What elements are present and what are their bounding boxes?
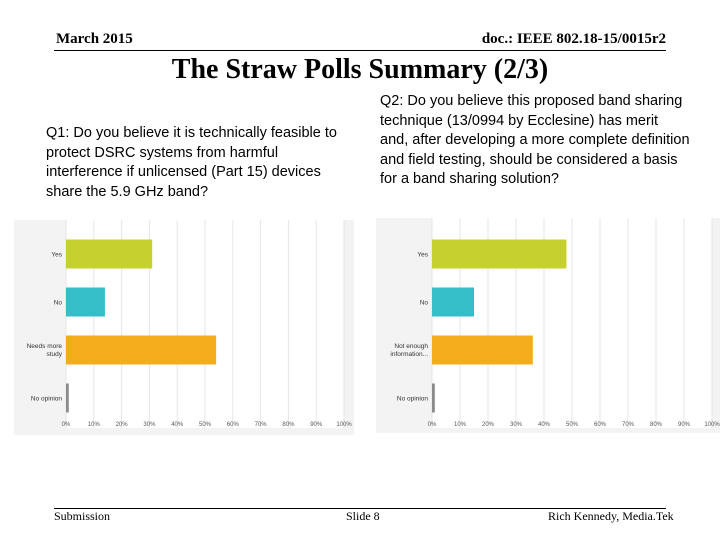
- chart-tick-label: 50%: [199, 422, 212, 428]
- chart-tick-label: 70%: [622, 422, 635, 428]
- chart-tick-label: 80%: [282, 422, 295, 428]
- chart-tick-label: 80%: [650, 422, 663, 428]
- question-1: Q1: Do you believe it is technically fea…: [46, 125, 337, 200]
- chart-category-label: Needs more study: [27, 343, 63, 358]
- chart-tick-label: 30%: [510, 422, 523, 428]
- chart-tick-label: 0%: [62, 422, 71, 428]
- chart-tick-label: 40%: [171, 422, 184, 428]
- chart-bar-3: [66, 335, 217, 365]
- chart-category-label: Yes: [51, 252, 62, 259]
- chart-tick-label: 0%: [428, 422, 437, 428]
- chart-category-label: No opinion: [31, 396, 62, 403]
- chart-tick-label: 60%: [227, 422, 240, 428]
- chart-category-label: No: [420, 300, 429, 307]
- chart-tick-label: 20%: [482, 422, 495, 428]
- question-2: Q2: Do you believe this proposed band sh…: [380, 93, 690, 187]
- slide-title: The Straw Polls Summary (2/3): [171, 54, 549, 85]
- chart-tick-label: 10%: [88, 422, 101, 428]
- chart-bar-3: [432, 335, 533, 365]
- footer-slide-number: Slide 8: [346, 509, 380, 523]
- footer-author: Rich Kennedy, Media.Tek: [548, 509, 674, 523]
- chart-tick-label: 60%: [594, 422, 607, 428]
- chart-bar-4: [432, 383, 435, 413]
- header-date: March 2015: [56, 31, 133, 47]
- chart-category-label: Not enough information...: [390, 343, 428, 358]
- chart-bar-4: [66, 383, 69, 413]
- chart-tick-label: 100%: [704, 422, 720, 428]
- header-rule: [54, 50, 666, 51]
- chart-tick-label: 90%: [678, 422, 691, 428]
- chart-tick-label: 40%: [538, 422, 551, 428]
- chart-tick-label: 50%: [566, 422, 579, 428]
- chart-q1: Yes No Needs more study No opinion 0% 10% 20% 30…: [14, 220, 354, 435]
- header-doc-id: doc.: IEEE 802.18-15/0015r2: [481, 31, 666, 47]
- chart-category-label: No: [54, 300, 63, 307]
- chart-category-label: Yes: [417, 252, 428, 259]
- chart-bar-1: [432, 239, 567, 269]
- footer-submission: Submission: [54, 509, 111, 523]
- chart-tick-label: 90%: [310, 422, 323, 428]
- chart-q2: Yes No Not enough information... No opinion 0…: [376, 218, 720, 433]
- chart-bar-2: [66, 287, 105, 317]
- chart-tick-label: 100%: [336, 422, 352, 428]
- chart-bar-1: [66, 239, 153, 269]
- chart-tick-label: 30%: [143, 422, 156, 428]
- footer-rule: [54, 508, 666, 509]
- chart-category-label: No opinion: [397, 396, 428, 403]
- chart-bar-2: [432, 287, 474, 317]
- chart-tick-label: 70%: [255, 422, 268, 428]
- chart-tick-label: 10%: [454, 422, 467, 428]
- chart-tick-label: 20%: [116, 422, 129, 428]
